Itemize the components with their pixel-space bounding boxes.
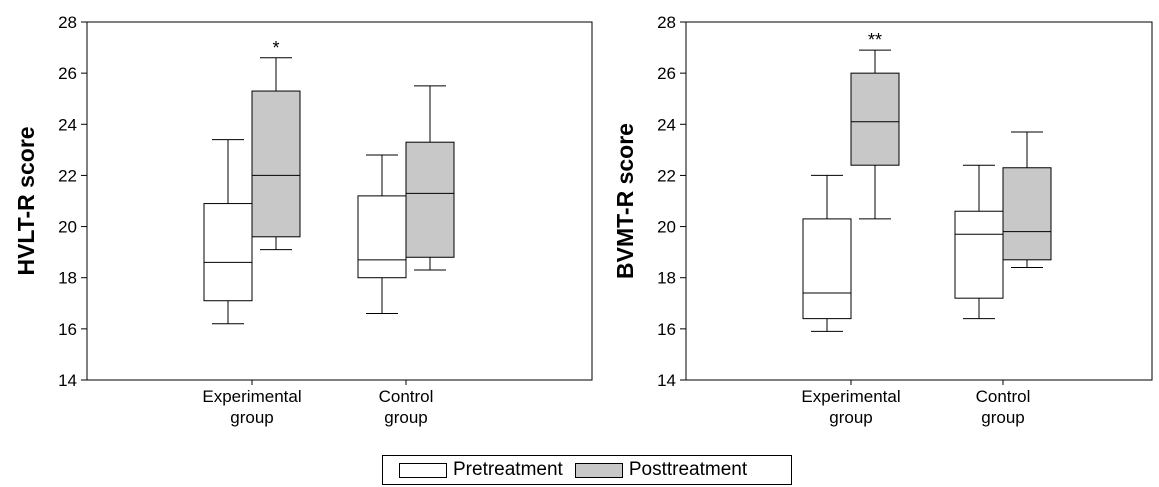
legend-swatch-posttreatment [574,462,623,478]
box-0-0-1 [357,195,407,279]
legend-label-pretreatment: Pretreatment [453,459,563,480]
y-tick-label-1-7: 28 [657,13,676,32]
x-tick-label-0-0-1: group [230,408,273,427]
y-tick-label-0-0: 14 [58,371,77,390]
y-tick-label-1-4: 22 [657,166,676,185]
x-tick-label-1-1-1: group [981,408,1024,427]
significance-marker-1-0: ** [868,30,882,50]
box-0-1-0 [251,90,301,238]
legend-item-pretreatment: Pretreatment [399,459,563,481]
y-tick-label-0-1: 16 [58,320,77,339]
legend: Pretreatment Posttreatment [382,455,792,485]
y-tick-label-0-7: 28 [58,13,77,32]
x-tick-label-0-0-0: Experimental [202,387,301,406]
x-tick-label-0-1-1: group [384,408,427,427]
y-tick-label-0-5: 24 [58,115,77,134]
legend-item-posttreatment: Posttreatment [574,459,748,481]
y-tick-label-1-5: 24 [657,115,676,134]
y-tick-label-0-4: 22 [58,166,77,185]
x-tick-label-1-0-1: group [829,408,872,427]
x-tick-label-1-0-0: Experimental [801,387,900,406]
x-tick-label-1-1-0: Control [976,387,1031,406]
y-axis-label-0: HVLT-R score [13,126,39,275]
legend-label-posttreatment: Posttreatment [628,459,748,480]
y-tick-label-0-2: 18 [58,269,77,288]
box-1-0-0 [802,218,852,320]
y-tick-label-1-0: 14 [657,371,676,390]
box-0-0-0 [203,203,253,302]
box-1-1-1 [1002,167,1052,261]
x-tick-label-0-1-0: Control [379,387,434,406]
y-axis-label-1: BVMT-R score [612,123,638,279]
box-0-1-1 [405,141,455,258]
box-1-0-1 [954,210,1004,299]
y-tick-label-1-2: 18 [657,269,676,288]
y-tick-label-1-6: 26 [657,64,676,83]
plot-frame-1 [685,21,1153,381]
y-tick-label-1-1: 16 [657,320,676,339]
y-tick-label-0-6: 26 [58,64,77,83]
legend-swatch-pretreatment [399,462,447,478]
y-tick-label-1-3: 20 [657,218,676,237]
y-tick-label-0-3: 20 [58,218,77,237]
plot-frame-0 [86,21,593,381]
significance-marker-0-0: * [272,38,279,58]
box-1-1-0 [850,72,900,166]
